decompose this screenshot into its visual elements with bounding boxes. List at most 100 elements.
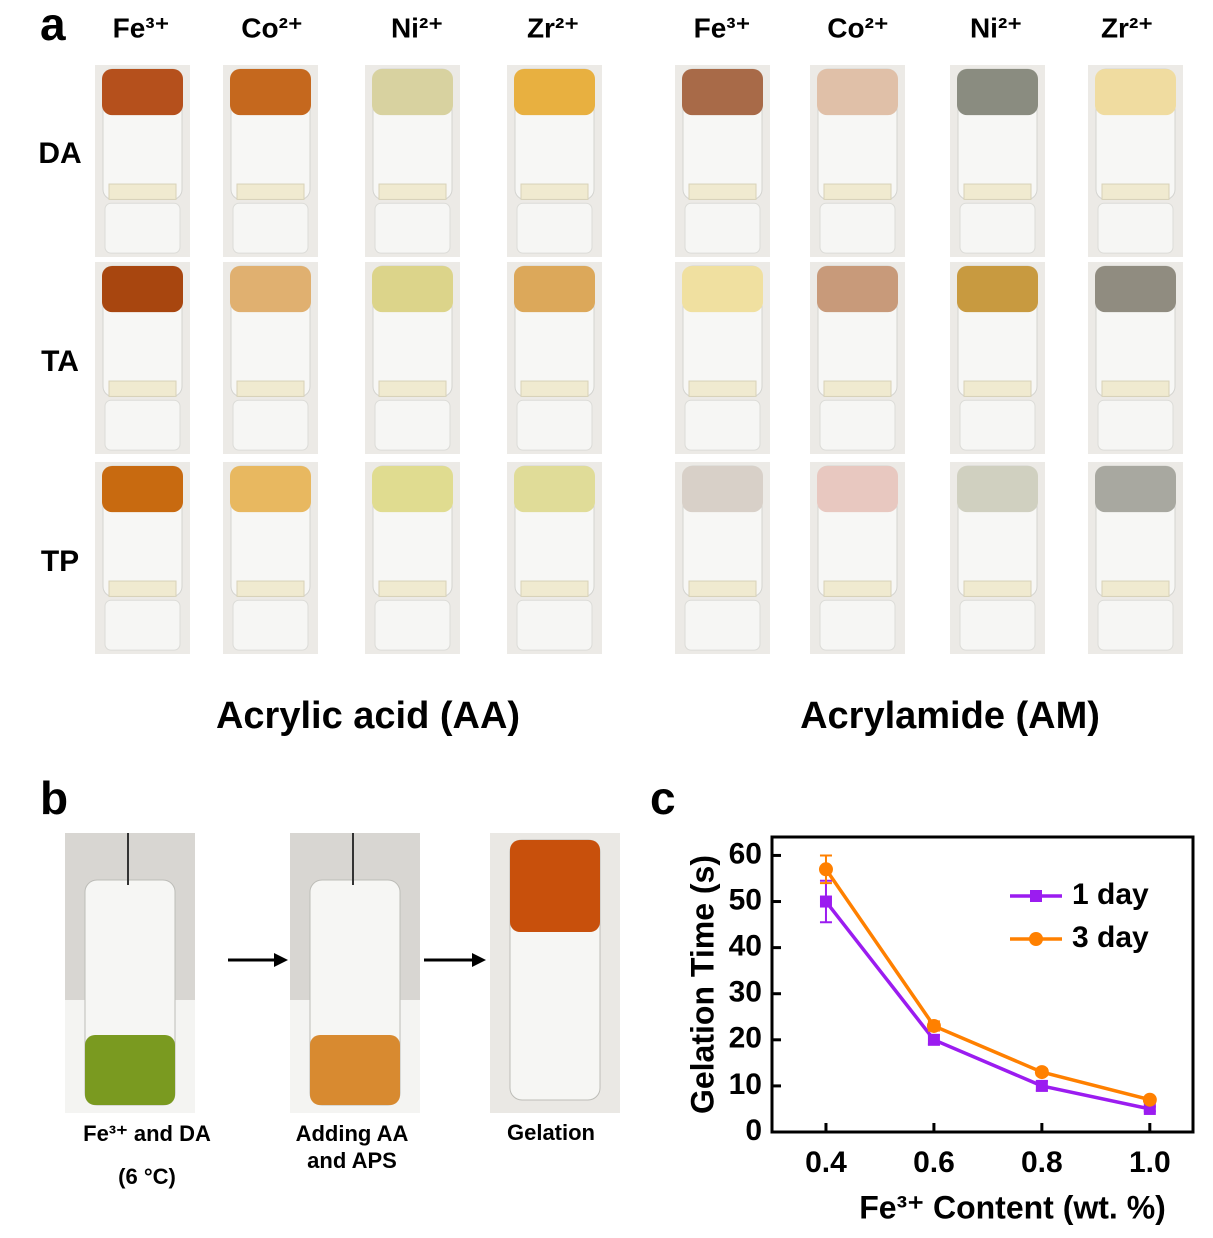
y-tick-label: 20 — [729, 1022, 762, 1055]
vial-photo — [1088, 65, 1183, 257]
column-label: Fe³⁺ — [694, 12, 751, 43]
cap — [1097, 202, 1174, 254]
x-tick-label: 0.4 — [805, 1146, 847, 1179]
gel — [682, 266, 763, 313]
x-axis-label: Fe³⁺ Content (wt. %) — [859, 1189, 1166, 1225]
vial-photo — [1088, 262, 1183, 454]
neck — [378, 380, 447, 397]
point — [819, 895, 832, 908]
vial-photo — [365, 262, 460, 454]
gel — [514, 266, 595, 313]
legend-marker — [1030, 890, 1042, 902]
column-label: Ni²⁺ — [391, 12, 443, 43]
point — [926, 1018, 941, 1033]
vial-photo — [950, 65, 1045, 257]
cap — [104, 399, 181, 451]
cap — [232, 399, 309, 451]
liquid — [510, 840, 600, 932]
gel — [1095, 266, 1176, 313]
neck — [108, 580, 177, 597]
neck — [1101, 580, 1170, 597]
x-tick-label: 1.0 — [1129, 1146, 1171, 1179]
cap — [104, 202, 181, 254]
neck — [963, 580, 1032, 597]
neck — [520, 580, 589, 597]
gel — [817, 69, 898, 116]
neck — [688, 380, 757, 397]
vial-photo — [65, 833, 195, 1113]
neck — [520, 380, 589, 397]
cap — [374, 202, 451, 254]
gel — [372, 69, 453, 116]
cap — [232, 599, 309, 651]
cap — [374, 599, 451, 651]
series-line — [824, 868, 1151, 1102]
neck — [236, 183, 305, 200]
cap — [516, 399, 593, 451]
gel — [957, 266, 1038, 313]
neck — [378, 580, 447, 597]
x-tick-label: 0.6 — [913, 1146, 955, 1179]
vial-photo — [675, 462, 770, 654]
gel — [1095, 466, 1176, 513]
arrows — [228, 953, 486, 967]
vial-photo — [95, 65, 190, 257]
vial-photo — [365, 462, 460, 654]
cap — [1097, 599, 1174, 651]
cap — [516, 599, 593, 651]
liquid — [310, 1035, 400, 1105]
y-tick-label: 30 — [729, 976, 762, 1009]
gel — [102, 466, 183, 513]
y-axis-label: Gelation Time (s) — [684, 855, 720, 1114]
neck — [963, 380, 1032, 397]
column-label: Co²⁺ — [241, 12, 302, 43]
column-label: Zr²⁺ — [1101, 12, 1153, 43]
vial-photo — [810, 65, 905, 257]
vial-photo — [223, 262, 318, 454]
y-tick-label: 40 — [729, 930, 762, 963]
vial-photo — [95, 462, 190, 654]
group-label: Acrylamide (AM) — [800, 695, 1100, 737]
panel-label: a — [40, 0, 66, 50]
vial-photo — [950, 462, 1045, 654]
column-label: Co²⁺ — [827, 12, 888, 43]
vial-photo — [507, 262, 602, 454]
neck — [108, 380, 177, 397]
gel — [682, 466, 763, 513]
cap — [959, 399, 1036, 451]
vial-photo — [365, 65, 460, 257]
caption: Fe³⁺ and DA — [83, 1121, 211, 1146]
y-tick-label: 0 — [745, 1114, 762, 1147]
caption: and APS — [307, 1148, 397, 1173]
neck — [688, 183, 757, 200]
cap — [1097, 399, 1174, 451]
plot-frame — [770, 835, 1195, 1134]
vial-photo — [675, 262, 770, 454]
cap — [232, 202, 309, 254]
point — [1035, 1079, 1048, 1092]
y-tick-label: 60 — [729, 837, 762, 870]
gel — [230, 466, 311, 513]
gel — [957, 466, 1038, 513]
column-label: Zr²⁺ — [527, 12, 579, 43]
neck — [823, 380, 892, 397]
caption: Adding AA — [296, 1121, 409, 1146]
vial-photo — [490, 833, 620, 1113]
vial-photo — [223, 462, 318, 654]
gel — [1095, 69, 1176, 116]
gel — [230, 69, 311, 116]
point — [1142, 1092, 1157, 1107]
vial-photo — [810, 462, 905, 654]
cap — [516, 202, 593, 254]
neck — [236, 380, 305, 397]
cap — [819, 599, 896, 651]
cap — [684, 599, 761, 651]
vial-photo — [950, 262, 1045, 454]
neck — [236, 580, 305, 597]
vial-photo — [1088, 462, 1183, 654]
gel — [102, 69, 183, 116]
neck — [378, 183, 447, 200]
column-label: Fe³⁺ — [113, 12, 170, 43]
cap — [819, 202, 896, 254]
